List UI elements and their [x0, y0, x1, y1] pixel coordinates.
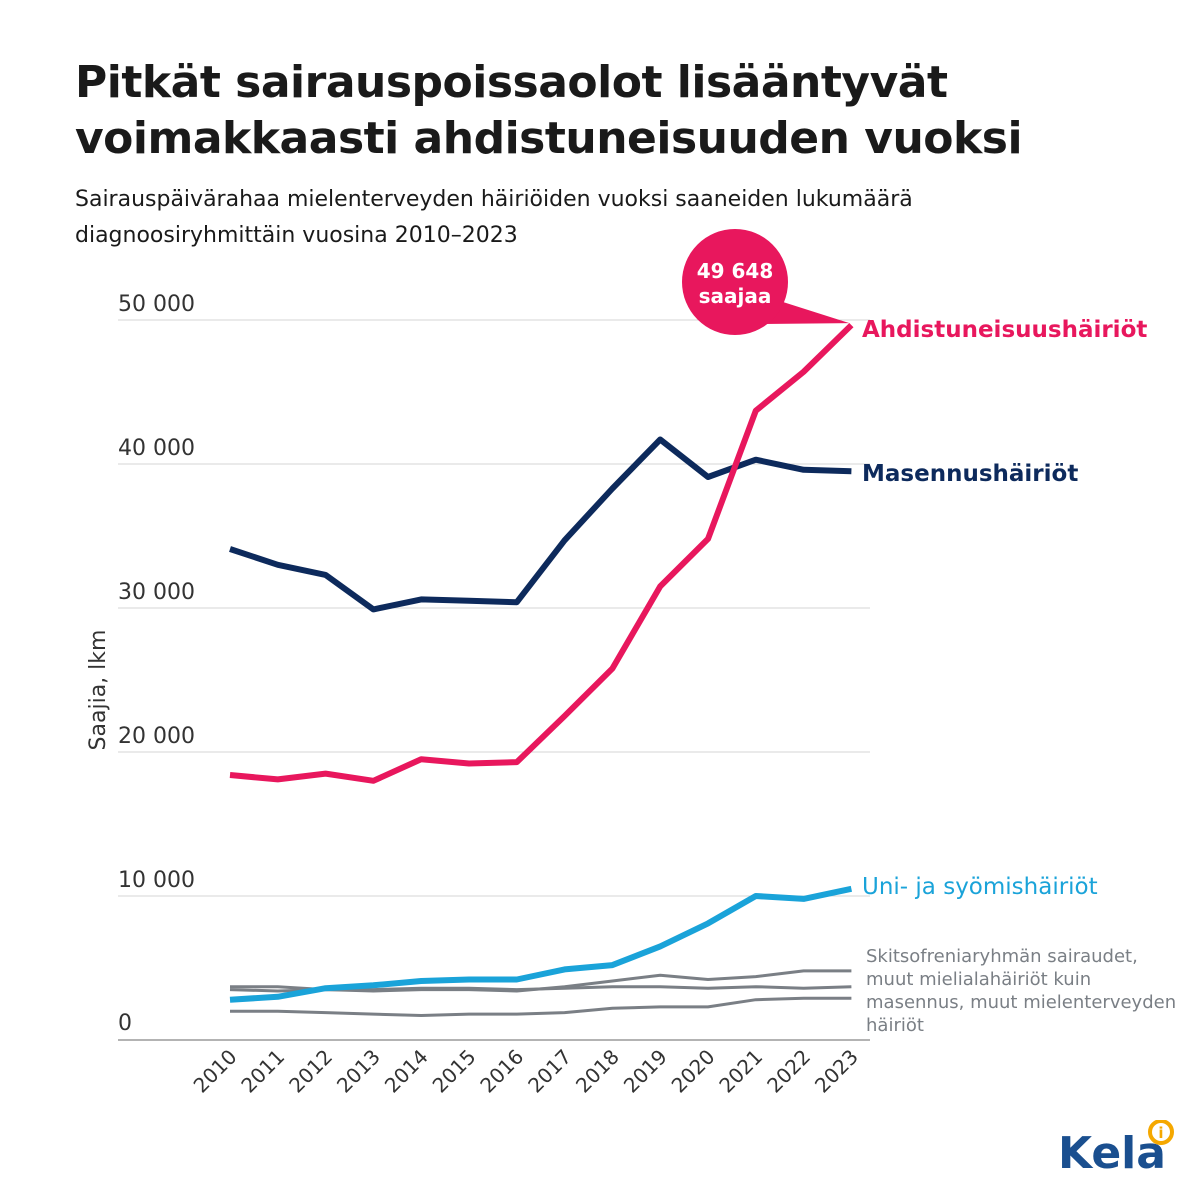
series-label-1: Masennushäiriöt [862, 461, 1078, 487]
callout-unit: saajaa [699, 284, 772, 308]
chart-title-line-1: Pitkät sairauspoissaolot lisääntyvät [75, 57, 948, 108]
x-tick-label: 2015 [428, 1045, 481, 1098]
y-tick-label: 30 000 [118, 580, 195, 605]
series-label-line: Ahdistuneisuushäiriöt [862, 317, 1147, 343]
series-label-line: Masennushäiriöt [862, 461, 1078, 487]
series-label-line: masennus, muut mielenterveyden [866, 992, 1176, 1013]
x-tick-label: 2016 [475, 1045, 528, 1098]
chart-subtitle-line-2: diagnoosiryhmittäin vuosina 2010–2023 [75, 223, 518, 248]
series-label-2: Uni- ja syömishäiriöt [862, 874, 1098, 900]
series-line-1 [229, 436, 852, 613]
x-tick-label: 2023 [810, 1045, 863, 1098]
series-line-2 [229, 885, 853, 1003]
series-label-line: muut mielialahäiriöt kuin [866, 969, 1091, 990]
chart-subtitle-line-1: Sairauspäivärahaa mielenterveyden häiriö… [75, 187, 913, 212]
svg-text:i: i [1158, 1124, 1163, 1142]
y-tick-label: 20 000 [118, 724, 195, 749]
kela-logo: Kela i [1058, 1120, 1174, 1179]
series-label-line: Skitsofreniaryhmän sairaudet, [866, 946, 1138, 967]
x-tick-label: 2018 [571, 1045, 624, 1098]
y-axis-label: Saajia, lkm [86, 630, 111, 751]
x-tick-label: 2017 [523, 1045, 576, 1098]
x-tick-label: 2012 [284, 1045, 337, 1098]
y-tick-label: 40 000 [118, 436, 195, 461]
x-tick-label: 2021 [714, 1045, 767, 1098]
callout-pointer [763, 302, 850, 324]
chart-title: Pitkät sairauspoissaolot lisääntyvät voi… [75, 55, 1175, 167]
x-tick-label: 2010 [189, 1045, 242, 1098]
x-tick-label: 2011 [236, 1045, 289, 1098]
x-tick-label: 2013 [332, 1045, 385, 1098]
x-tick-label: 2022 [762, 1045, 815, 1098]
series-label-line: häiriöt [866, 1015, 924, 1036]
callout-value: 49 648 [697, 259, 774, 283]
x-tick-label: 2019 [619, 1045, 672, 1098]
series-line-0 [229, 322, 854, 784]
y-tick-label: 50 000 [118, 292, 195, 317]
series-label-3: Skitsofreniaryhmän sairaudet, muut mielia… [866, 946, 1176, 1036]
kela-logo-mark-icon: i [1148, 1120, 1174, 1145]
x-tick-label: 2014 [380, 1045, 433, 1098]
y-tick-label: 10 000 [118, 868, 195, 893]
callout-bubble [682, 229, 788, 335]
y-tick-label: 0 [118, 1011, 132, 1036]
series-line-5 [230, 996, 852, 1017]
series-label-line: Uni- ja syömishäiriöt [862, 874, 1098, 900]
chart-subtitle: Sairauspäivärahaa mielenterveyden häiriö… [75, 182, 1155, 254]
chart-title-line-2: voimakkaasti ahdistuneisuuden vuoksi [75, 113, 1023, 164]
kela-logo-text: Kela [1058, 1128, 1166, 1179]
x-tick-label: 2020 [667, 1045, 720, 1098]
series-label-0: Ahdistuneisuushäiriöt [862, 317, 1147, 343]
